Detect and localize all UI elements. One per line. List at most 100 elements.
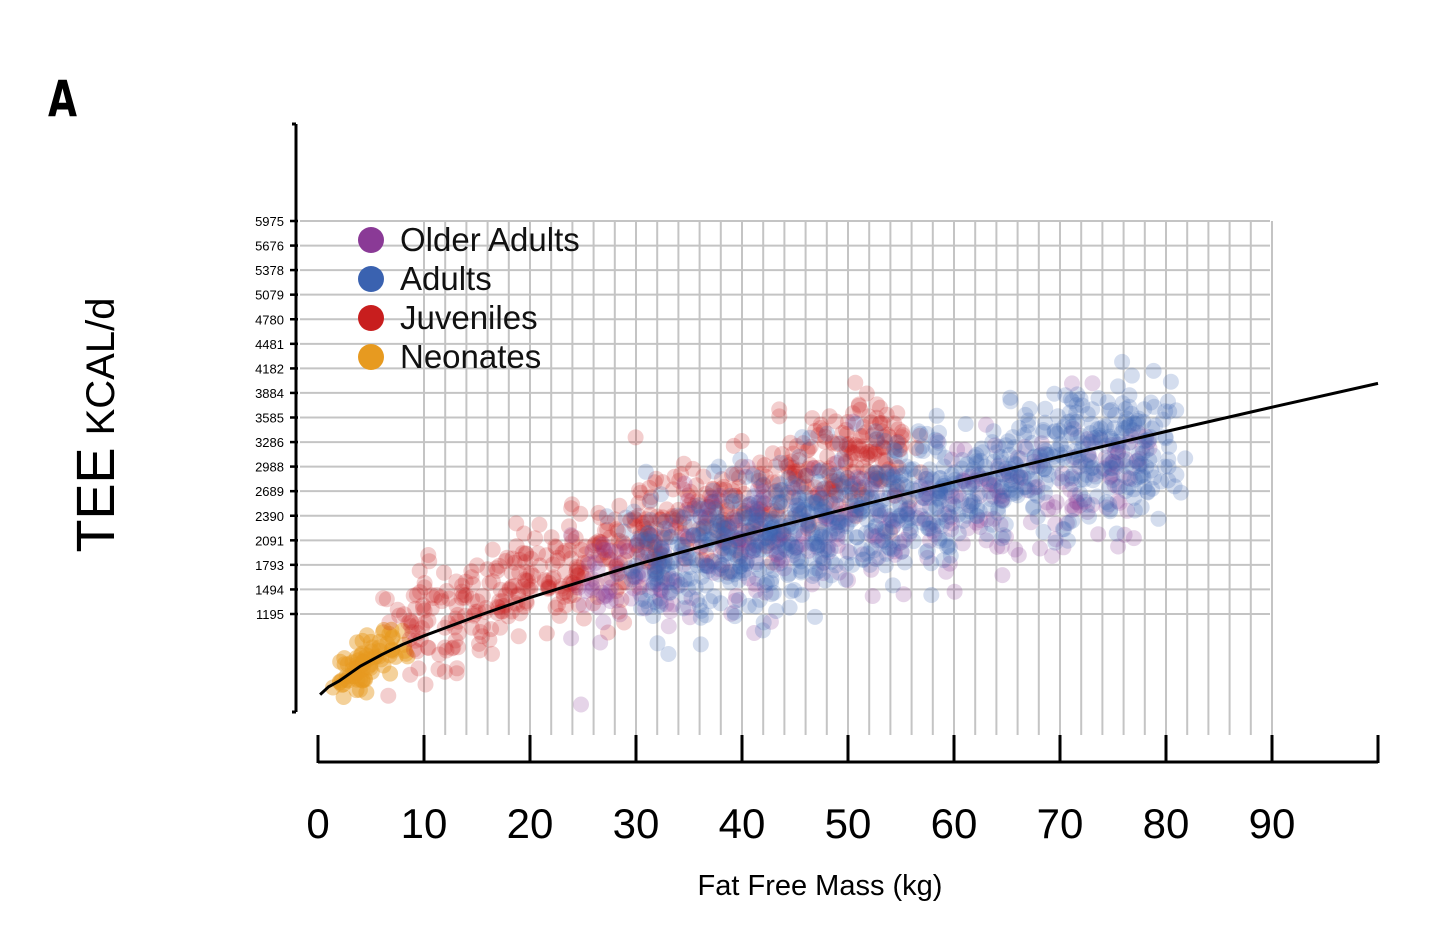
data-point: [750, 508, 767, 525]
data-point: [994, 491, 1011, 508]
data-point: [646, 594, 663, 610]
data-point: [868, 500, 885, 517]
legend-item-older-adults[interactable]: Older Adults: [358, 220, 580, 259]
data-point: [812, 548, 829, 565]
data-point: [1107, 443, 1124, 460]
data-point: [972, 452, 989, 469]
data-point: [909, 510, 926, 527]
data-point: [990, 438, 1007, 455]
data-point: [901, 526, 918, 543]
data-point: [795, 435, 812, 452]
data-point: [979, 511, 995, 528]
data-point: [1114, 353, 1131, 370]
data-point: [543, 529, 560, 546]
data-point: [339, 656, 356, 673]
data-point: [557, 597, 574, 614]
data-point: [1056, 521, 1073, 538]
data-point: [938, 563, 955, 580]
data-point: [449, 660, 465, 677]
data-point: [653, 486, 669, 503]
data-point: [693, 568, 710, 585]
data-point: [747, 515, 764, 532]
data-point: [846, 507, 863, 524]
data-point: [1128, 452, 1145, 469]
data-point: [1122, 470, 1139, 487]
data-point: [1156, 458, 1173, 475]
data-point: [590, 599, 607, 616]
data-point: [819, 425, 835, 442]
data-point: [875, 439, 892, 456]
data-point: [737, 510, 754, 527]
data-point: [554, 545, 571, 561]
data-point: [1105, 453, 1122, 470]
legend-item-adults[interactable]: Adults: [358, 259, 580, 298]
data-point: [663, 570, 680, 587]
data-point: [762, 613, 779, 630]
data-point: [691, 597, 708, 614]
data-point: [744, 467, 761, 484]
data-point: [738, 556, 754, 572]
data-point: [645, 608, 662, 624]
data-point: [1068, 413, 1085, 430]
data-point: [777, 540, 793, 557]
data-point: [530, 545, 546, 562]
data-point: [352, 671, 369, 688]
data-point: [658, 596, 675, 613]
data-point: [748, 504, 765, 521]
data-point: [643, 489, 660, 506]
data-point: [982, 491, 999, 508]
data-point: [918, 470, 935, 487]
data-point: [615, 535, 632, 552]
data-point: [652, 596, 669, 613]
legend-item-juveniles[interactable]: Juveniles: [358, 298, 580, 337]
data-point: [384, 630, 401, 646]
data-point: [507, 577, 523, 594]
x-tick-label: 10: [401, 800, 448, 847]
data-point: [402, 666, 419, 683]
data-point: [919, 549, 936, 566]
data-point: [637, 539, 654, 556]
data-point: [590, 533, 607, 550]
data-point: [649, 635, 666, 652]
data-point: [867, 423, 884, 440]
data-point: [544, 556, 561, 573]
data-point: [985, 423, 1002, 440]
data-point: [737, 468, 754, 485]
data-point: [788, 468, 805, 485]
data-point: [793, 478, 809, 495]
data-point: [968, 453, 985, 470]
legend-item-neonates[interactable]: Neonates: [358, 337, 580, 376]
data-point: [633, 563, 649, 580]
data-point: [860, 408, 877, 425]
data-point: [898, 479, 915, 495]
data-point: [787, 471, 804, 488]
data-point: [823, 481, 840, 497]
data-point: [581, 556, 598, 573]
data-point: [859, 445, 875, 462]
data-point: [892, 448, 909, 465]
data-point: [608, 543, 624, 560]
data-point: [929, 433, 946, 449]
data-point: [531, 516, 548, 533]
data-point: [973, 440, 990, 457]
data-point: [922, 532, 938, 549]
data-point: [575, 597, 592, 614]
data-point: [928, 517, 945, 534]
data-point: [1006, 439, 1023, 456]
data-point: [815, 422, 832, 439]
data-point: [989, 482, 1005, 499]
data-point: [1037, 414, 1053, 431]
data-point: [633, 528, 650, 545]
data-point: [811, 463, 828, 480]
data-point: [994, 567, 1011, 584]
data-point: [1098, 494, 1115, 511]
data-point: [1136, 479, 1153, 495]
data-point: [893, 543, 910, 560]
data-point: [445, 639, 462, 656]
data-point: [699, 558, 716, 575]
data-point: [899, 506, 916, 523]
data-point: [930, 443, 947, 460]
data-point: [704, 495, 721, 512]
data-point: [807, 608, 823, 625]
data-point: [1124, 459, 1141, 476]
